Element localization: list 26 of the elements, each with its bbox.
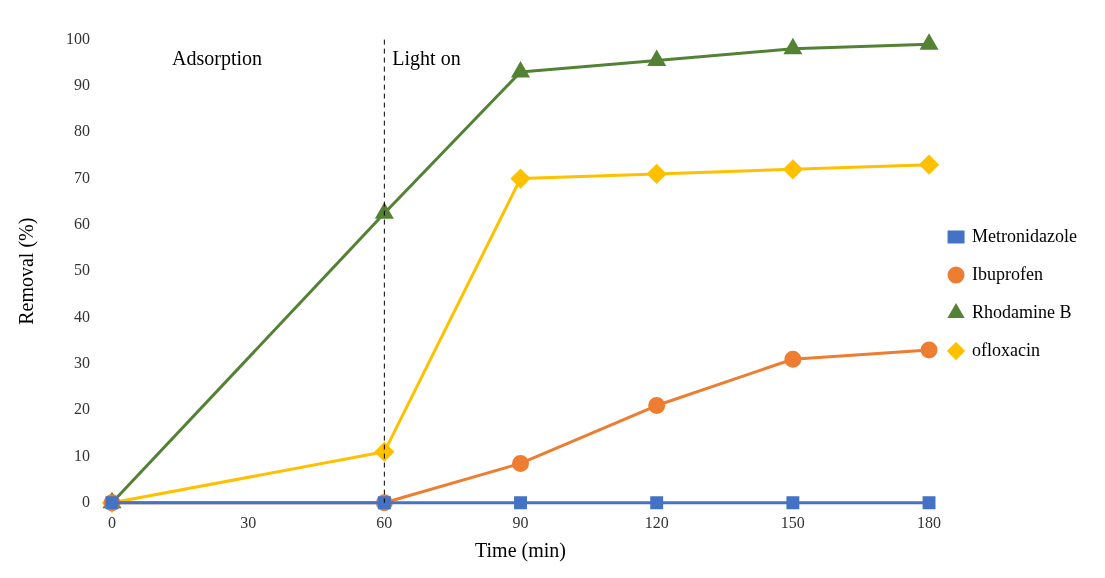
y-tick-label: 20 [74, 400, 90, 418]
y-tick-label: 70 [74, 168, 90, 186]
x-tick-label: 120 [644, 513, 669, 531]
x-tick-label: 60 [376, 513, 393, 531]
y-tick-label: 90 [74, 76, 90, 94]
y-tick-label: 0 [82, 493, 90, 510]
annotation: Adsorption [172, 46, 262, 70]
y-tick-label: 30 [74, 354, 90, 372]
x-tick-label: 30 [240, 513, 257, 531]
x-tick-label: 90 [512, 513, 529, 531]
y-tick-label: 80 [74, 122, 90, 140]
ref-line-label: Light on [392, 46, 461, 70]
y-tick-label: 40 [74, 307, 90, 325]
legend-label: ofloxacin [972, 339, 1041, 360]
y-tick-label: 60 [74, 215, 90, 233]
x-axis-title: Time (min) [475, 539, 566, 563]
legend-label: Metronidazole [972, 225, 1078, 246]
legend-label: Ibuprofen [972, 263, 1044, 284]
x-tick-label: 180 [917, 513, 942, 531]
y-tick-label: 50 [74, 261, 90, 279]
y-tick-label: 100 [66, 29, 90, 47]
x-tick-label: 150 [780, 513, 805, 531]
legend-label: Rhodamine B [972, 301, 1072, 322]
y-axis-title: Removal (%) [15, 217, 39, 325]
x-tick-label: 0 [108, 513, 116, 531]
y-tick-label: 10 [74, 446, 90, 464]
